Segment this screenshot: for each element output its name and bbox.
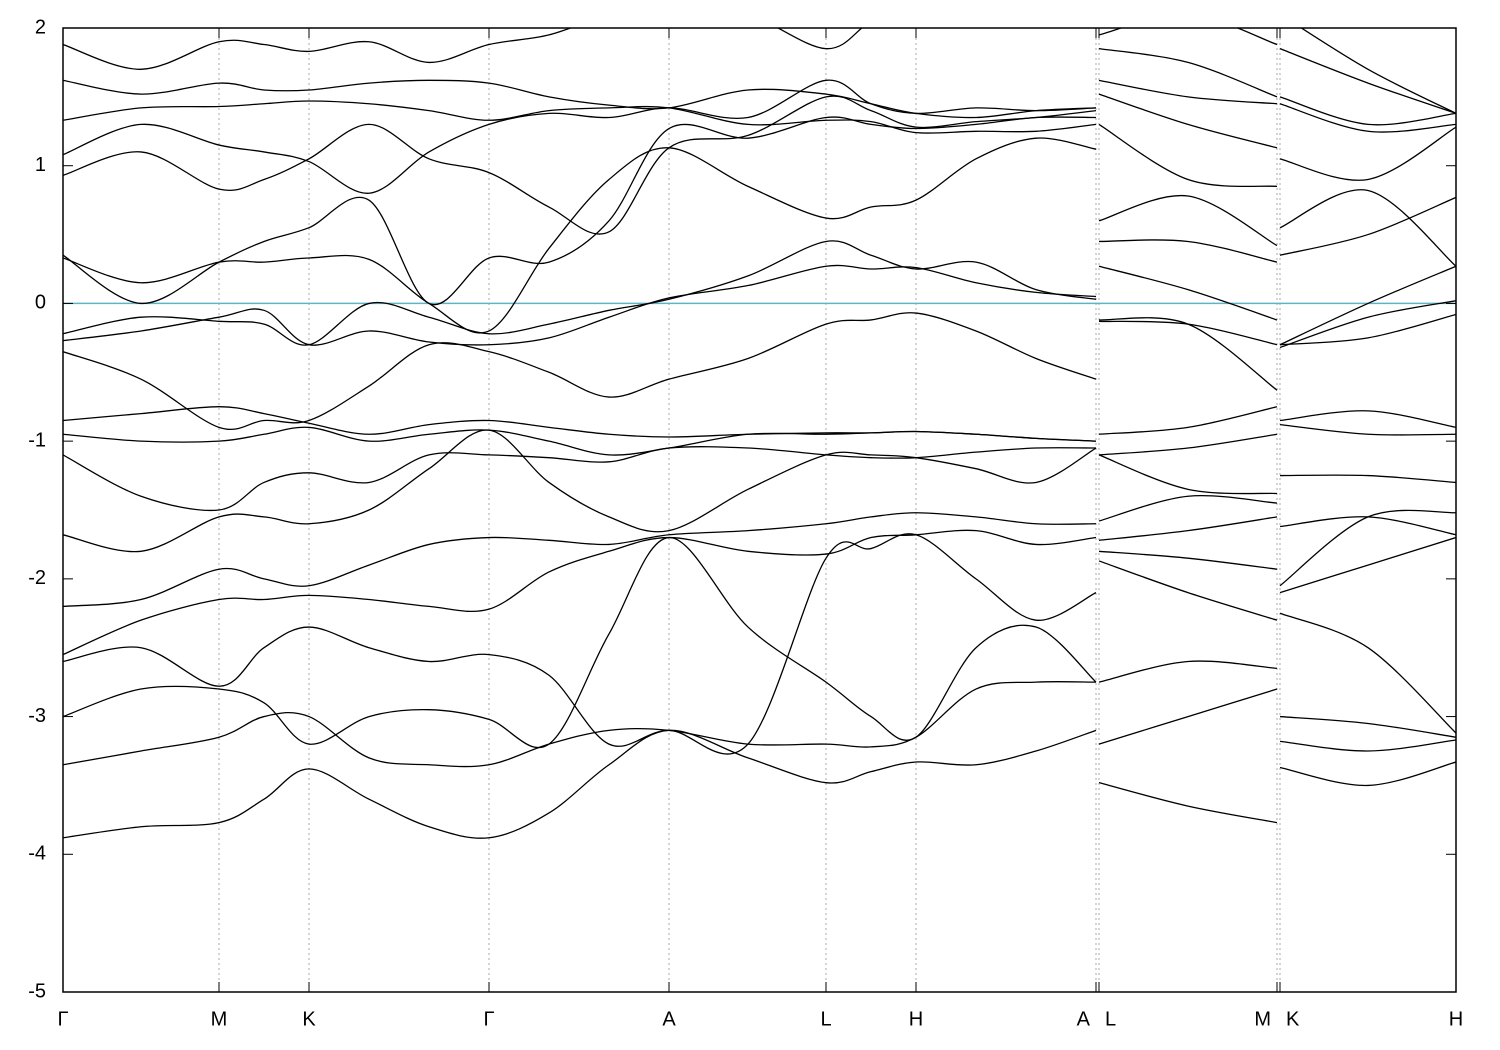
- x-tick-label: Γ: [57, 1008, 68, 1030]
- y-tick-label: 2: [35, 16, 46, 38]
- y-tick-label: 0: [35, 292, 46, 314]
- band-line: [63, 429, 1456, 587]
- band-line: [63, 406, 1456, 442]
- band-line: [63, 536, 1456, 749]
- plot-frame: [62, 27, 1457, 993]
- y-tick-label: -4: [28, 843, 46, 865]
- band-line: [63, 240, 1456, 346]
- band-line: [63, 446, 1456, 512]
- band-line: [63, 729, 1456, 839]
- y-tick-label: -1: [28, 429, 46, 451]
- x-tick-label: K: [302, 1008, 316, 1030]
- band-line: [63, 512, 1456, 608]
- x-tick-label: M: [211, 1008, 228, 1030]
- band-line: [63, 312, 1456, 431]
- band-line: [63, 95, 1456, 235]
- band-line: [63, 137, 1456, 334]
- band-line: [63, 529, 1456, 656]
- bands-layer: [63, 28, 1456, 839]
- band-line: [63, 79, 1456, 134]
- y-tick-label: -5: [28, 980, 46, 1002]
- x-tick-label: Γ: [483, 1008, 494, 1030]
- x-tick-label: H: [909, 1008, 923, 1030]
- x-tick-label: M: [1254, 1008, 1271, 1030]
- grid-layer: [62, 28, 1457, 992]
- y-tick-label: -2: [28, 567, 46, 589]
- band-line: [63, 264, 1456, 349]
- x-tick-label: A: [662, 1008, 676, 1030]
- band-line: [63, 533, 1456, 755]
- x-tick-label: A: [1077, 1008, 1091, 1030]
- band-line: [63, 28, 1456, 114]
- x-tick-label: L: [820, 1008, 831, 1030]
- band-line: [63, 680, 1456, 768]
- y-tick-label: -3: [28, 705, 46, 727]
- x-tick-label: K: [1286, 1008, 1300, 1030]
- x-tick-label: H: [1449, 1008, 1463, 1030]
- x-tick-label: L: [1105, 1008, 1116, 1030]
- band-line: [63, 423, 1456, 456]
- band-line: [63, 48, 1456, 119]
- band-line: [63, 116, 1456, 306]
- y-tick-label: 1: [35, 154, 46, 176]
